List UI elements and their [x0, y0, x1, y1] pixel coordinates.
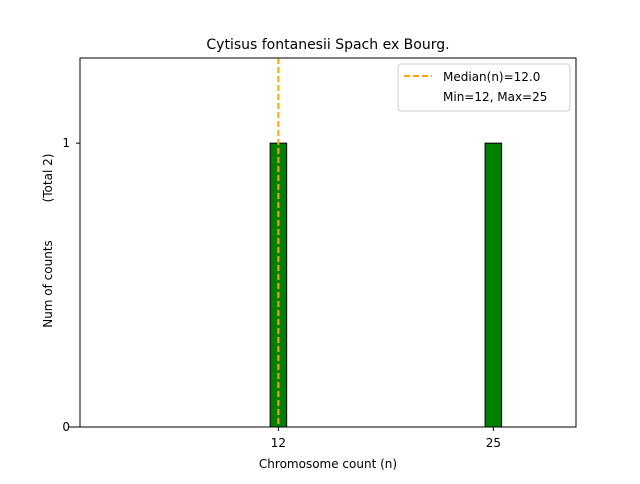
- y-axis-label: Num of counts: [41, 240, 55, 328]
- legend-box: [397, 63, 571, 112]
- plot-frame: [79, 57, 577, 428]
- x-axis-label: Chromosome count (n): [259, 457, 397, 471]
- y-tick-label: 1: [62, 136, 70, 150]
- chart-title: Cytisus fontanesii Spach ex Bourg.: [206, 37, 449, 53]
- y-tick-label: 0: [62, 420, 70, 434]
- axis-ticks: 12 25 0 1: [62, 136, 501, 450]
- bar: [484, 142, 503, 428]
- legend: Median(n)=12.0 Min=12, Max=25: [397, 63, 571, 112]
- y-axis-total-note: (Total 2): [41, 154, 55, 203]
- x-tick-label: 25: [486, 436, 501, 450]
- legend-median-label: Median(n)=12.0: [443, 70, 540, 84]
- legend-range-label: Min=12, Max=25: [443, 90, 547, 104]
- plot-area: [68, 58, 555, 428]
- x-tick-label: 12: [271, 436, 286, 450]
